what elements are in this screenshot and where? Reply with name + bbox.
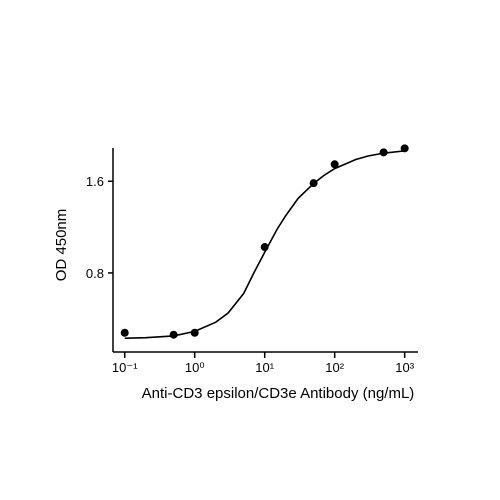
x-axis-label: Anti-CD3 epsilon/CD3e Antibody (ng/mL) (142, 385, 415, 402)
data-point (400, 144, 409, 153)
data-point (309, 179, 318, 188)
x-tick-label: 10³ (395, 360, 414, 375)
y-axis-label: OD 450nm (53, 209, 70, 282)
x-tick-label: 10² (325, 360, 344, 375)
x-tick-label: 10⁰ (185, 360, 205, 375)
data-point (330, 160, 339, 169)
y-tick-label: 1.6 (86, 174, 104, 189)
data-point (260, 243, 269, 252)
data-point (190, 328, 199, 337)
y-tick-label: 0.8 (86, 266, 104, 281)
data-point (120, 328, 129, 337)
data-point (169, 330, 178, 339)
x-tick-label: 10¹ (255, 360, 274, 375)
x-tick-label: 10⁻¹ (112, 360, 138, 375)
data-point (379, 148, 388, 157)
